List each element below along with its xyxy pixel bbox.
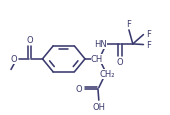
Text: F: F [126, 20, 131, 28]
Text: OH: OH [92, 102, 105, 111]
Text: CH₂: CH₂ [99, 70, 115, 79]
Text: F: F [146, 30, 151, 39]
Text: CH: CH [91, 55, 103, 64]
Text: O: O [117, 58, 123, 67]
Text: F: F [146, 41, 151, 50]
Text: O: O [76, 84, 82, 93]
Text: O: O [27, 36, 33, 45]
Text: O: O [11, 55, 17, 64]
Text: HN: HN [94, 40, 107, 49]
